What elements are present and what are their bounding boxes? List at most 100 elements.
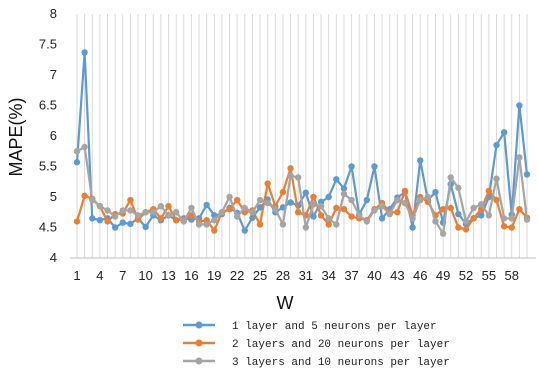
data-point [516, 102, 523, 109]
data-point [127, 196, 134, 204]
data-point [226, 193, 233, 201]
data-point [455, 184, 462, 192]
data-point [340, 190, 348, 198]
y-tick-label: 4 [50, 250, 57, 265]
data-point [111, 213, 119, 220]
data-point [401, 199, 409, 207]
data-point [73, 218, 81, 225]
data-point [294, 174, 302, 181]
data-point [287, 199, 294, 206]
x-tick-label: 16 [184, 268, 198, 283]
data-point [157, 215, 165, 222]
data-point [409, 215, 416, 222]
data-point [348, 163, 355, 170]
data-point [356, 212, 363, 219]
data-point [394, 209, 401, 216]
data-point [272, 206, 279, 213]
y-tick-label: 5 [50, 189, 57, 204]
data-point [462, 218, 470, 225]
data-point [325, 221, 332, 228]
data-point [310, 201, 317, 208]
data-point [462, 226, 470, 233]
data-point [516, 154, 523, 161]
data-point [363, 196, 371, 204]
data-point [439, 230, 447, 237]
y-tick-label: 5.5 [39, 159, 57, 174]
data-point [455, 224, 462, 231]
data-point [470, 204, 477, 212]
x-tick-label: 55 [482, 268, 496, 283]
data-point [378, 215, 386, 222]
data-point [371, 207, 378, 214]
data-point [287, 165, 294, 172]
data-point [81, 192, 88, 199]
data-point [493, 141, 500, 149]
data-point [317, 202, 325, 210]
data-point [493, 196, 500, 204]
data-point [325, 193, 332, 201]
data-point [73, 159, 81, 166]
data-point [119, 219, 126, 226]
data-point [333, 176, 340, 183]
data-point [394, 196, 401, 204]
data-point [417, 196, 424, 204]
data-point [378, 202, 386, 210]
data-point [523, 216, 531, 223]
data-point [302, 224, 310, 231]
data-point [96, 216, 104, 224]
legend-label: 3 layers and 10 neurons per layer [232, 357, 450, 369]
vertical-gridlines [76, 14, 528, 258]
data-point [150, 209, 157, 216]
data-point [211, 212, 218, 219]
x-tick-labels: 1 4 7 10 13 16 19 22 25 28 31 34 37 40 43 46 49 52 55 58 [73, 268, 519, 283]
data-point [363, 218, 371, 225]
data-point [432, 218, 439, 225]
data-point [417, 157, 424, 164]
data-point [340, 206, 348, 213]
x-tick-label: 22 [230, 268, 244, 283]
data-point [523, 171, 531, 178]
data-point [104, 218, 111, 225]
data-point [188, 204, 195, 212]
data-point [73, 148, 81, 155]
data-point [233, 213, 241, 220]
data-point [470, 215, 477, 222]
data-point [409, 224, 416, 231]
legend-label: 2 layers and 20 neurons per layer [232, 339, 450, 351]
data-point [340, 185, 348, 192]
x-tick-label: 31 [299, 268, 313, 283]
legend: 1 layer and 5 neurons per layer 2 layers … [183, 321, 450, 369]
data-point [508, 215, 515, 222]
data-point [119, 207, 126, 214]
x-tick-label: 40 [367, 268, 381, 283]
data-point [134, 212, 142, 219]
data-point [165, 212, 172, 219]
y-tick-label: 6.5 [39, 98, 57, 113]
data-point [96, 202, 104, 210]
data-point [241, 227, 248, 234]
x-tick-label: 4 [96, 268, 103, 283]
legend-marker [195, 357, 203, 365]
data-point [249, 214, 256, 221]
data-point [256, 221, 264, 228]
data-point [81, 49, 88, 56]
y-tick-labels: 4 4.5 5 5.5 6 6.5 7 7.5 8 [39, 6, 57, 265]
data-point [195, 221, 203, 228]
data-point [142, 223, 149, 231]
data-point [424, 193, 432, 201]
x-tick-label: 46 [413, 268, 427, 283]
data-point [508, 224, 515, 231]
data-point [81, 143, 88, 151]
data-point [211, 227, 218, 234]
data-point [317, 212, 325, 219]
data-point [157, 202, 165, 210]
data-point [111, 224, 119, 231]
legend-item-2: 2 layers and 20 neurons per layer [183, 339, 450, 351]
x-tick-label: 7 [119, 268, 126, 283]
data-point [432, 188, 439, 196]
y-tick-label: 7 [50, 67, 57, 82]
x-tick-label: 25 [253, 268, 267, 283]
data-point [478, 201, 485, 208]
data-point [310, 193, 317, 201]
